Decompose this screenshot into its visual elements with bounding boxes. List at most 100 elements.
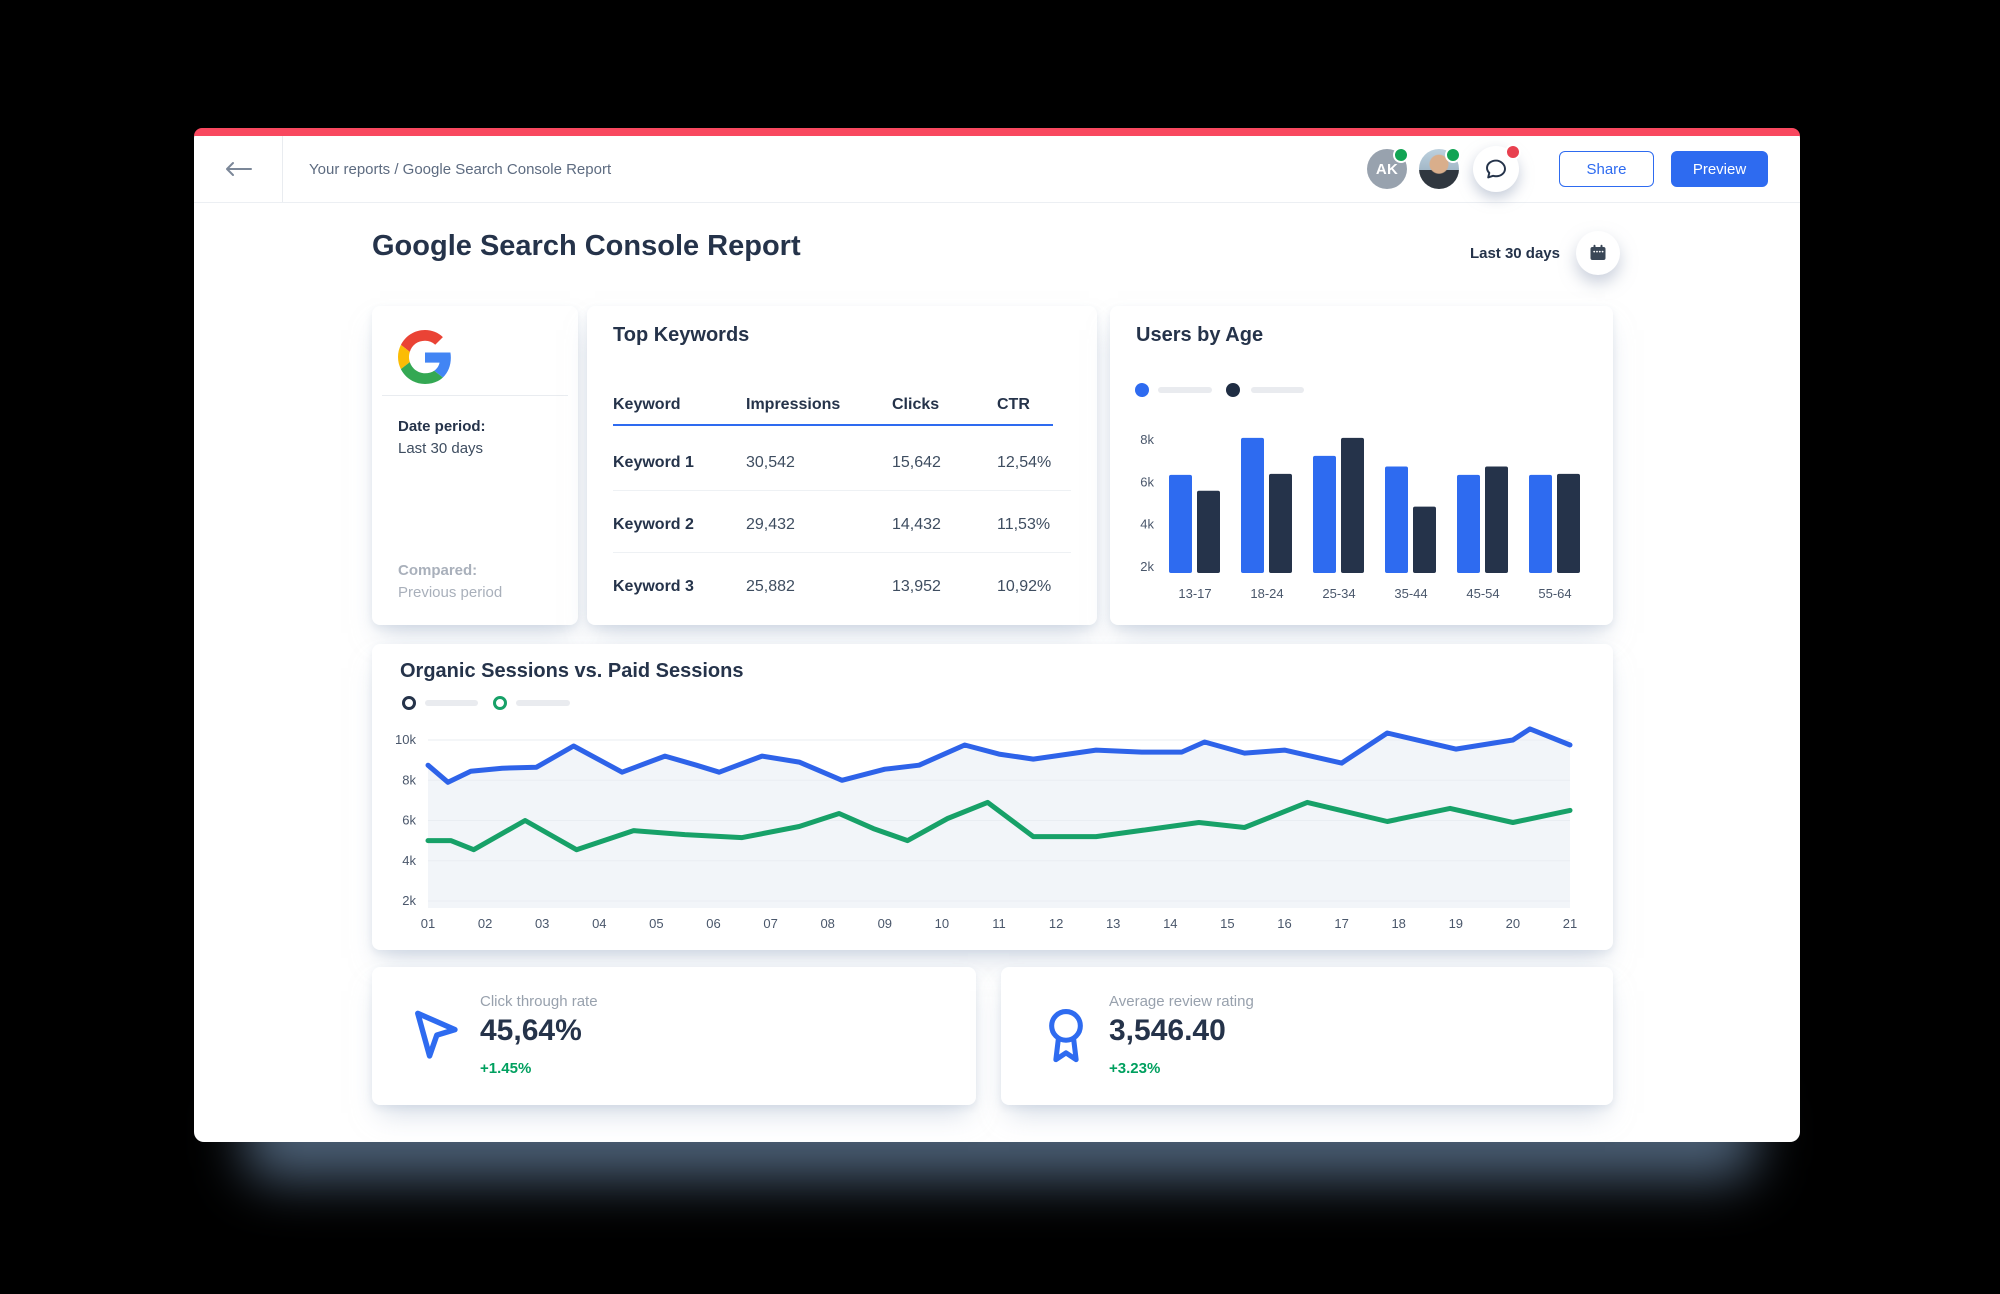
table-cell: 15,642 [892,454,941,471]
stat-delta: +3.23% [1109,1060,1161,1077]
card-title: Users by Age [1136,324,1264,346]
column-header: Clicks [892,396,940,413]
date-period-label: Date period: [398,418,486,435]
compared-value: Previous period [398,584,503,601]
svg-text:15: 15 [1220,916,1234,931]
user-avatar-photo[interactable] [1419,147,1461,189]
compared-label: Compared: [398,562,478,579]
table-cell: 14,432 [892,516,941,533]
back-button[interactable] [194,136,282,202]
stat-delta: +1.45% [480,1060,532,1077]
table-cell: 13,952 [892,578,941,595]
svg-text:03: 03 [535,916,549,931]
chat-button[interactable] [1473,144,1521,192]
table-row: Keyword 1 30,542 15,642 12,54% [587,454,1097,478]
svg-text:6k: 6k [1140,474,1154,489]
header-underline [613,424,1053,426]
table-cell: Keyword 3 [613,578,694,595]
header-actions: AK Share Preview [1367,144,1768,192]
share-button[interactable]: Share [1559,151,1654,187]
table-cell: 30,542 [746,454,795,471]
svg-text:07: 07 [763,916,777,931]
table-cell: 29,432 [746,516,795,533]
svg-text:10k: 10k [395,732,416,747]
svg-text:25-34: 25-34 [1322,586,1355,601]
svg-text:20: 20 [1506,916,1520,931]
svg-text:18: 18 [1391,916,1405,931]
svg-text:6k: 6k [402,813,416,828]
calendar-button[interactable] [1576,231,1620,275]
preview-button[interactable]: Preview [1671,151,1768,187]
svg-text:08: 08 [820,916,834,931]
users-by-age-chart: 2k 4k 6k 8k 13-17 18-24 25-34 35-44 45-54 55-64 [1140,432,1580,601]
table-row: Keyword 3 25,882 13,952 10,92% [587,578,1097,602]
arrow-left-icon [226,162,252,176]
legend-organic-pill [425,700,478,706]
column-header: CTR [997,396,1030,413]
legend-organic-ring [402,696,416,710]
table-cell: 11,53% [997,516,1051,533]
svg-text:05: 05 [649,916,663,931]
svg-text:8k: 8k [402,772,416,787]
svg-text:18-24: 18-24 [1250,586,1283,601]
header-divider [282,136,283,202]
date-period-value: Last 30 days [398,440,484,457]
table-cell: 12,54% [997,454,1052,471]
breadcrumb: Your reports / Google Search Console Rep… [309,160,612,178]
avatar-initials-label: AK [1375,160,1399,178]
svg-text:8k: 8k [1140,432,1154,447]
svg-text:16: 16 [1277,916,1291,931]
stat-value: 3,546.40 [1109,1014,1226,1047]
sessions-line-chart: 2k 4k 6k 8k 10k 01 02 03 04 05 06 07 08 09 10 11 12 13 14 1… [395,726,1577,931]
svg-text:09: 09 [878,916,892,931]
chat-bubble-icon [1486,159,1506,179]
user-avatar-initials[interactable]: AK [1367,147,1409,189]
date-range-label: Last 30 days [1469,244,1560,262]
click-through-rate-card: Click through rate 45,64% +1.45% [372,967,976,1105]
app-window: Your reports / Google Search Console Rep… [194,128,1800,1142]
data-source-card: Date period: Last 30 days Compared: Prev… [372,306,578,625]
top-keywords-card: Top Keywords Keyword Impressions Clicks … [587,306,1097,625]
svg-text:04: 04 [592,916,606,931]
legend-series-1-pill [1158,387,1212,393]
row-separator [613,552,1071,553]
svg-text:12: 12 [1049,916,1063,931]
svg-text:17: 17 [1334,916,1348,931]
stat-value: 45,64% [480,1014,582,1047]
column-header: Impressions [746,396,841,413]
legend-series-1-dot [1135,383,1149,397]
svg-text:55-64: 55-64 [1538,586,1571,601]
table-cell: Keyword 2 [613,516,694,533]
table-row: Keyword 2 29,432 14,432 11,53% [587,516,1097,540]
card-title: Organic Sessions vs. Paid Sessions [400,660,744,682]
stat-label: Click through rate [480,993,598,1010]
svg-text:02: 02 [478,916,492,931]
svg-text:2k: 2k [1140,559,1154,574]
notification-dot [1505,144,1521,160]
svg-text:10: 10 [935,916,949,931]
online-status-dot [1393,147,1409,163]
legend-paid-ring [493,696,507,710]
svg-text:11: 11 [992,916,1006,931]
svg-text:45-54: 45-54 [1466,586,1499,601]
card-title: Top Keywords [613,324,750,346]
calendar-icon [1590,244,1606,260]
table-cell: Keyword 1 [613,454,694,471]
svg-text:21: 21 [1563,916,1577,931]
date-range-control: Last 30 days [1470,231,1620,275]
card-divider [382,395,568,396]
svg-text:4k: 4k [1140,517,1154,532]
online-status-dot [1445,147,1461,163]
legend-series-2-dot [1226,383,1240,397]
column-header: Keyword [613,396,681,413]
window-accent-bar [194,128,1800,136]
svg-text:19: 19 [1449,916,1463,931]
page-title: Google Search Console Report [372,230,801,262]
svg-text:4k: 4k [402,853,416,868]
legend-series-2-pill [1251,387,1304,393]
top-bar: Your reports / Google Search Console Rep… [194,136,1800,203]
svg-text:14: 14 [1163,916,1177,931]
users-by-age-card: Users by Age 2k 4k 6k 8k 13-17 18-24 25-34 35-4… [1110,306,1613,625]
svg-text:06: 06 [706,916,720,931]
